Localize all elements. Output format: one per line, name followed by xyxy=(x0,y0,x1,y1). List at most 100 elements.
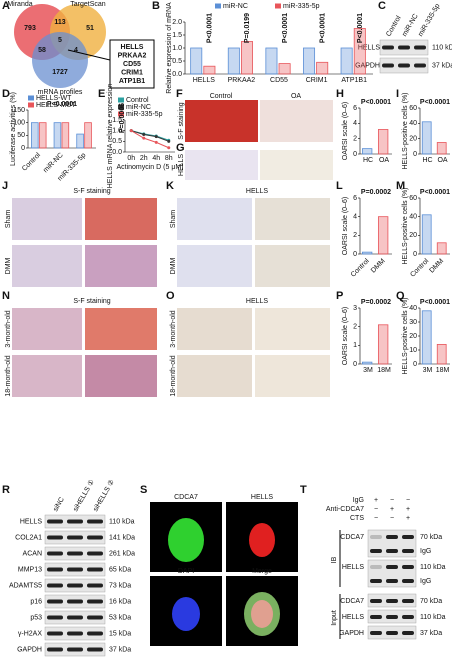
size-label: 110 kDa xyxy=(109,518,135,525)
y-axis-label: HELLS-positive cells (%) xyxy=(402,92,409,169)
legend-label: miR-335-5p xyxy=(126,111,163,118)
p-value: P=0.0002 xyxy=(361,189,391,196)
y-tick-label: 3 xyxy=(353,305,357,312)
band xyxy=(47,631,63,636)
panel-title: S-F staining xyxy=(73,188,110,195)
protein-label: CDCA7 xyxy=(340,598,364,605)
size-label: 15 kDa xyxy=(109,630,131,637)
x-axis-label: Actinomycin D (5 μM) xyxy=(116,164,183,171)
p-value: P<0.0001 xyxy=(420,99,450,106)
band xyxy=(47,519,63,524)
y-tick-label: 0 xyxy=(353,361,357,368)
point xyxy=(167,146,171,150)
size-label: 110 kDa xyxy=(420,614,446,621)
band xyxy=(87,567,103,572)
protein-label: GAPDH xyxy=(355,62,380,69)
venn-set-label: mRNA profiles xyxy=(38,89,83,96)
panel-letter: B xyxy=(152,0,160,12)
image xyxy=(177,355,252,397)
series-line xyxy=(131,130,169,142)
column-label: Control xyxy=(210,93,233,100)
y-tick-label: 100 xyxy=(13,120,25,127)
point xyxy=(129,129,133,133)
panel-title: HELLS xyxy=(246,188,269,195)
y-tick-label: 0 xyxy=(413,361,417,368)
y-tick-label: 1.0 xyxy=(172,45,182,52)
condition-mark: + xyxy=(406,515,410,522)
panel-letter: N xyxy=(2,290,10,302)
venn-set-label: TargetScan xyxy=(70,1,106,8)
size-label: 70 kDa xyxy=(420,598,442,605)
y-tick-label: 2 xyxy=(353,136,357,143)
p-value: P<0.0001 xyxy=(357,13,364,43)
condition-mark: − xyxy=(390,515,394,522)
protein-label: HELLS xyxy=(342,614,365,621)
venn-count: 793 xyxy=(24,25,36,32)
bar xyxy=(38,122,47,149)
y-tick-label: 40 xyxy=(409,214,417,221)
p-value: P<0.0001 xyxy=(361,99,391,106)
y-tick-label: 1 xyxy=(353,342,357,349)
x-tick-label: CRIM1 xyxy=(306,77,328,84)
y-tick-label: 0.5 xyxy=(172,58,182,65)
size-label: 53 kDa xyxy=(109,614,131,621)
band xyxy=(402,535,414,539)
band xyxy=(370,565,382,569)
condition-mark: − xyxy=(390,497,394,504)
p-value: P<0.0001 xyxy=(420,189,450,196)
panel-letter: Q xyxy=(396,290,405,302)
cell xyxy=(249,523,275,557)
gene-name: ATP1B1 xyxy=(119,78,145,85)
band xyxy=(67,567,83,572)
condition-label: CTS xyxy=(350,515,364,522)
panel-letter: G xyxy=(176,142,185,154)
image xyxy=(185,100,258,142)
y-axis-label: Luciferase activities (%) xyxy=(10,92,17,166)
venn-circle xyxy=(32,32,88,88)
legend-label: HELLS-MUT xyxy=(36,102,76,109)
band xyxy=(87,599,103,604)
p-value: P=0.0006 xyxy=(119,103,126,133)
y-tick-label: 0 xyxy=(413,151,417,158)
legend-swatch xyxy=(28,102,34,108)
image xyxy=(177,198,252,240)
size-label: 70 kDa xyxy=(420,534,442,541)
y-tick-label: 60 xyxy=(409,105,417,112)
bar xyxy=(436,343,447,365)
x-tick-label: OA xyxy=(379,157,389,164)
legend-label: Control xyxy=(126,97,149,104)
band xyxy=(398,63,410,68)
band xyxy=(382,45,394,50)
y-axis-label: HELLS-positive cells (%) xyxy=(402,297,409,374)
x-tick-label: DMM xyxy=(428,258,445,275)
y-tick-label: 0 xyxy=(353,151,357,158)
y-tick-label: 0.5 xyxy=(112,138,122,145)
x-tick-label: Control xyxy=(350,257,371,278)
protein-label: MMP13 xyxy=(18,566,42,573)
size-label: IgG xyxy=(420,548,431,555)
p-value: P=0.0199 xyxy=(244,13,251,43)
x-tick-label: 0h xyxy=(127,155,135,162)
band xyxy=(67,519,83,524)
y-tick-label: 2 xyxy=(353,232,357,239)
x-tick-label: 18M xyxy=(377,367,391,374)
y-tick-label: 2 xyxy=(353,324,357,331)
cell xyxy=(168,518,204,562)
band xyxy=(67,631,83,636)
condition-mark: + xyxy=(390,506,394,513)
x-tick-label: CD55 xyxy=(270,77,288,84)
x-tick-label: Control xyxy=(21,151,42,172)
band xyxy=(398,45,410,50)
section-label: Input xyxy=(331,610,338,626)
legend-label: miR-NC xyxy=(126,104,151,111)
image xyxy=(255,355,330,397)
band xyxy=(402,549,414,553)
size-label: 110 kDa xyxy=(432,44,452,51)
band xyxy=(382,63,394,68)
x-tick-label: HELLS xyxy=(193,77,216,84)
p-value: P<0.0001 xyxy=(319,13,326,43)
band xyxy=(47,567,63,572)
band xyxy=(47,535,63,540)
venn-count: 51 xyxy=(86,25,94,32)
x-tick-label: 8h xyxy=(165,155,173,162)
